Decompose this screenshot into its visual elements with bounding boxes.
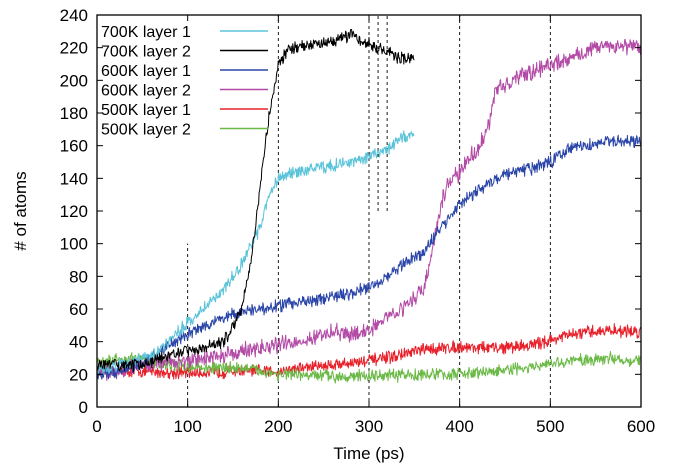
y-tick-label: 200 (60, 71, 88, 90)
y-tick-label: 180 (60, 104, 88, 123)
series-line-500k-layer-1 (96, 323, 641, 380)
y-tick-label: 0 (79, 398, 88, 417)
series-line-700k-layer-1 (97, 130, 415, 376)
series-line-500k-layer-2 (97, 351, 641, 384)
y-tick-label: 220 (60, 39, 88, 58)
x-tick-label: 500 (536, 417, 564, 436)
y-tick-label: 100 (60, 235, 88, 254)
legend-label: 600K layer 1 (101, 63, 191, 80)
y-tick-label: 20 (69, 365, 88, 384)
time-marker-lines (187, 15, 551, 407)
series-line-600k-layer-1 (96, 134, 641, 380)
x-tick-label: 200 (264, 417, 292, 436)
x-tick-label: 0 (92, 417, 101, 436)
x-axis-title: Time (ps) (333, 444, 404, 463)
y-tick-label: 240 (60, 6, 88, 25)
legend: 700K layer 1 700K layer 2 600K layer 1 600K… (101, 24, 268, 139)
legend-label: 700K layer 1 (101, 24, 191, 41)
series-line-700k-layer-2 (96, 29, 415, 373)
axis-ticks: 0 100 200 300 400 500 600 0 20 40 60 80 100 120 140 160… (60, 6, 656, 436)
y-axis-title: # of atoms (11, 171, 30, 250)
legend-label: 600K layer 2 (101, 83, 191, 100)
x-tick-label: 300 (355, 417, 383, 436)
y-tick-label: 160 (60, 137, 88, 156)
y-tick-label: 40 (69, 333, 88, 352)
legend-label: 500K layer 2 (101, 122, 191, 139)
series-line-600k-layer-2 (96, 39, 641, 381)
x-tick-label: 100 (173, 417, 201, 436)
x-tick-label: 600 (627, 417, 655, 436)
x-tick-label: 400 (445, 417, 473, 436)
y-tick-label: 80 (69, 267, 88, 286)
legend-label: 500K layer 1 (101, 102, 191, 119)
data-series (96, 29, 641, 384)
y-tick-label: 60 (69, 300, 88, 319)
y-tick-label: 140 (60, 169, 88, 188)
legend-label: 700K layer 2 (101, 44, 191, 61)
y-tick-label: 120 (60, 202, 88, 221)
